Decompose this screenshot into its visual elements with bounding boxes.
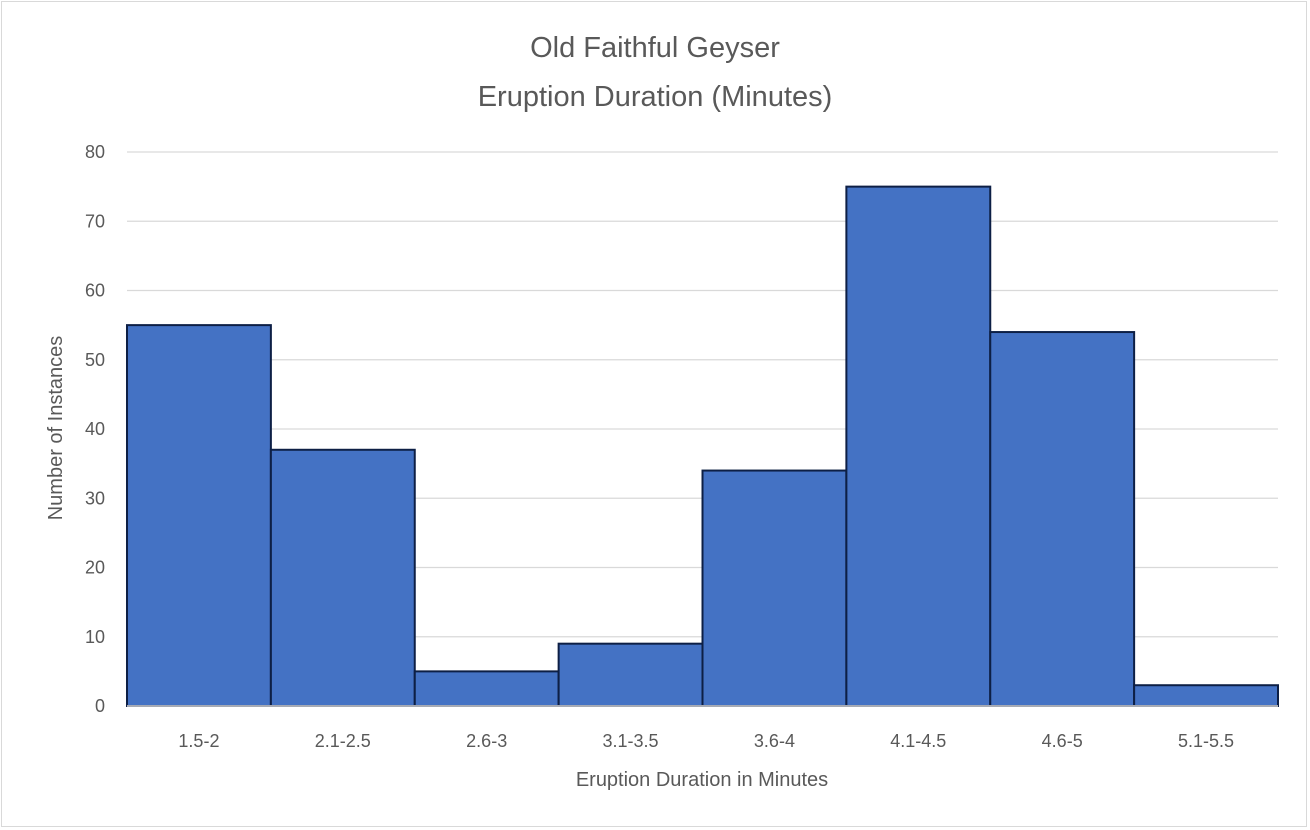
- chart-title-line1: Old Faithful Geyser: [530, 32, 780, 64]
- y-tick-label: 20: [85, 558, 105, 578]
- y-tick-label: 0: [95, 696, 105, 716]
- x-tick-label: 2.6-3: [466, 731, 507, 751]
- x-tick-label: 5.1-5.5: [1178, 731, 1234, 751]
- y-tick-label: 40: [85, 419, 105, 439]
- x-tick-label: 3.1-3.5: [603, 731, 659, 751]
- bar: [701, 469, 848, 707]
- x-axis-label: Eruption Duration in Minutes: [576, 769, 828, 791]
- x-tick-label: 4.6-5: [1042, 731, 1083, 751]
- x-tick-label: 2.1-2.5: [315, 731, 371, 751]
- x-tick-label: 3.6-4: [754, 731, 795, 751]
- y-axis-label: Number of Instances: [45, 336, 67, 521]
- y-tick-label: 50: [85, 350, 105, 370]
- y-tick-label: 10: [85, 627, 105, 647]
- y-tick-label: 60: [85, 281, 105, 301]
- x-axis-ticks: 1.5-2 2.1-2.5 2.6-3 3.1-3.5 3.6-4 4.1-4.5 4.6-…: [178, 731, 1234, 751]
- bars: [126, 185, 1279, 707]
- bar: [126, 324, 272, 707]
- x-tick-label: 1.5-2: [178, 731, 219, 751]
- y-tick-label: 70: [85, 211, 105, 231]
- bar: [989, 331, 1136, 707]
- y-tick-label: 80: [85, 142, 105, 162]
- bar: [269, 448, 416, 707]
- y-axis-ticks: 0 10 20 30 40 50 60 70 80: [85, 142, 105, 716]
- bar: [1133, 684, 1279, 707]
- y-tick-label: 30: [85, 488, 105, 508]
- bar: [413, 670, 560, 707]
- bar: [557, 642, 704, 707]
- x-tick-label: 4.1-4.5: [890, 731, 946, 751]
- chart-title-line2: Eruption Duration (Minutes): [478, 81, 833, 113]
- bar: [845, 185, 992, 707]
